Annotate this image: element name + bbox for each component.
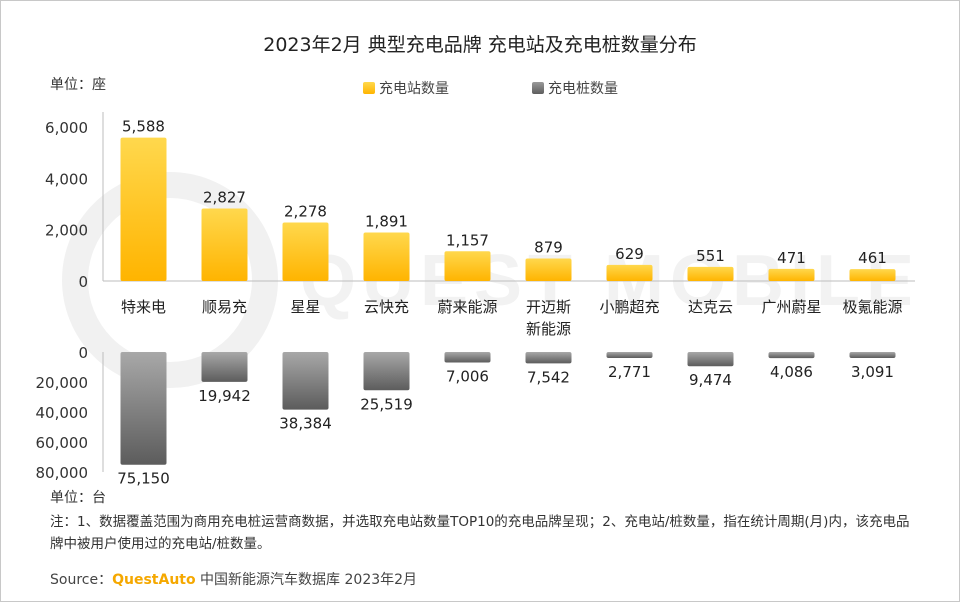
station-value-label: 461 (858, 249, 887, 267)
pile-bar (363, 352, 410, 391)
station-value-label: 2,278 (284, 203, 327, 221)
bottom-y-tick-label: 0 (78, 344, 88, 362)
top-unit-label: 单位：座 (50, 77, 106, 93)
chart-title: 2023年2月 典型充电品牌 充电站及充电桩数量分布 (263, 34, 697, 56)
top-y-tick-label: 6,000 (45, 119, 88, 137)
top-y-tick-label: 2,000 (45, 222, 88, 240)
legend-label-station: 充电站数量 (379, 81, 449, 97)
category-label: 特来电 (121, 298, 166, 316)
legend-swatch-pile (532, 82, 544, 94)
pile-value-label: 38,384 (279, 415, 332, 433)
pile-value-label: 4,086 (770, 363, 813, 381)
category-label: 开迈斯 (526, 298, 571, 316)
pile-bar (282, 352, 329, 410)
pile-bar (444, 352, 491, 363)
station-bar (363, 232, 410, 281)
station-bar (849, 269, 896, 281)
footnote: 注：1、数据覆盖范围为商用充电桩运营商数据，并选取充电站数量TOP10的充电品牌… (50, 514, 910, 552)
category-label: 极氪能源 (842, 298, 902, 316)
bottom-y-tick-label: 20,000 (36, 374, 89, 392)
source-prefix: Source： (50, 572, 113, 588)
pile-bar (606, 352, 653, 358)
category-label: 顺易充 (202, 298, 247, 316)
pile-value-label: 9,474 (689, 371, 732, 389)
station-bar (444, 251, 491, 281)
legend-label-pile: 充电桩数量 (548, 81, 618, 97)
category-label: 新能源 (526, 320, 571, 338)
pile-value-label: 7,006 (446, 368, 489, 386)
legend-item-station: 充电站数量 (363, 78, 449, 98)
bottom-y-tick-label: 60,000 (36, 434, 89, 452)
pile-value-label: 3,091 (851, 363, 894, 381)
station-value-label: 5,588 (122, 118, 165, 136)
station-value-label: 2,827 (203, 188, 246, 206)
category-label: 小鹏超充 (599, 298, 659, 316)
category-label: 达克云 (688, 298, 733, 316)
legend-swatch-station (363, 82, 375, 94)
station-value-label: 551 (696, 247, 725, 265)
pile-bar (201, 352, 248, 382)
station-bar (201, 208, 248, 281)
station-bar (768, 268, 815, 281)
category-label: 云快充 (364, 298, 409, 316)
source-text: 中国新能源汽车数据库 2023年2月 (195, 572, 418, 588)
station-bar (606, 264, 653, 281)
legend-item-pile: 充电桩数量 (532, 78, 618, 98)
station-value-label: 471 (777, 249, 806, 267)
station-bar (120, 137, 167, 281)
source-brand: QuestAuto (112, 572, 196, 588)
pile-value-label: 2,771 (608, 363, 651, 381)
station-value-label: 879 (534, 238, 563, 256)
top-y-tick-label: 4,000 (45, 170, 88, 188)
category-label: 蔚来能源 (437, 298, 497, 316)
station-value-label: 1,157 (446, 231, 489, 249)
pile-value-label: 7,542 (527, 368, 570, 386)
pile-bar (687, 352, 734, 367)
source-line: Source：QuestAuto 中国新能源汽车数据库 2023年2月 (50, 569, 417, 589)
pile-value-label: 25,519 (360, 395, 413, 413)
category-label: 星星 (290, 298, 320, 316)
pile-bar (768, 352, 815, 359)
pile-bar (525, 352, 572, 364)
category-label: 广州蔚星 (761, 298, 821, 316)
bottom-unit-label: 单位：台 (50, 490, 106, 506)
pile-bar (120, 352, 167, 465)
pile-value-label: 75,150 (117, 470, 170, 488)
top-y-tick-label: 0 (78, 273, 88, 291)
bottom-y-tick-label: 80,000 (36, 464, 89, 482)
station-bar (525, 258, 572, 281)
pile-bar (849, 352, 896, 358)
station-value-label: 629 (615, 245, 644, 263)
station-bar (282, 222, 329, 281)
station-bar (687, 266, 734, 281)
bottom-y-tick-label: 40,000 (36, 404, 89, 422)
station-value-label: 1,891 (365, 212, 408, 230)
pile-value-label: 19,942 (198, 387, 251, 405)
